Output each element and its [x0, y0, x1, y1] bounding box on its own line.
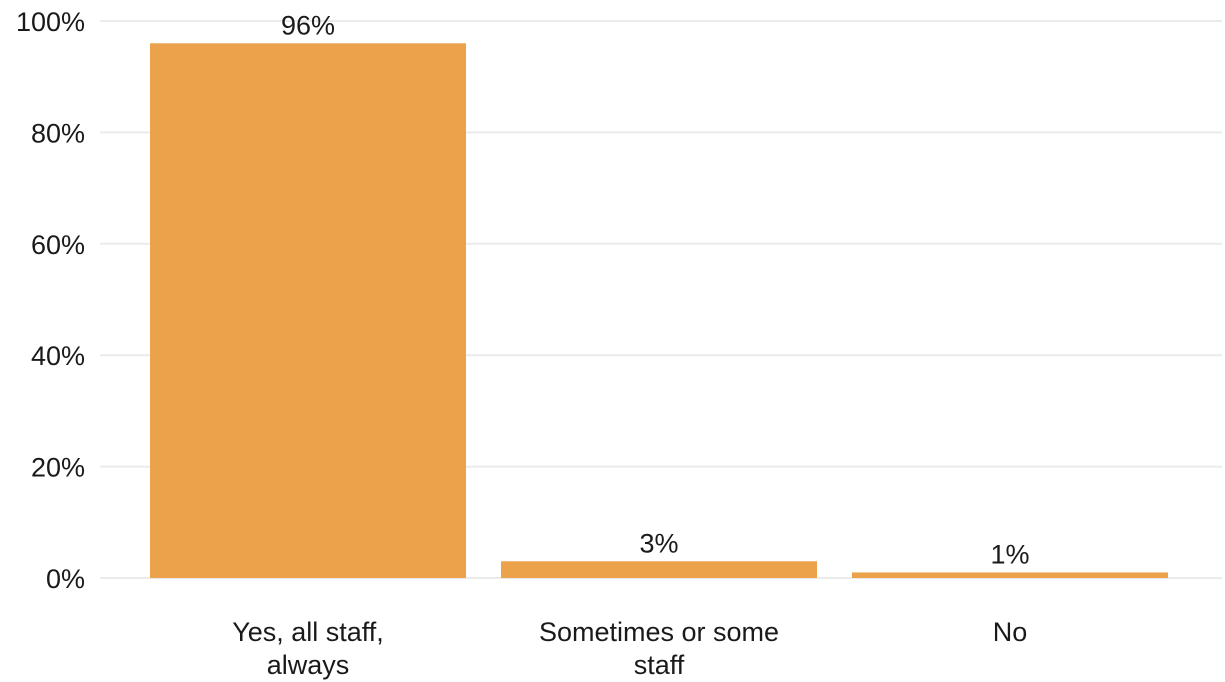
category-label-line: Yes, all staff, [232, 617, 384, 647]
category-label-line: always [267, 650, 350, 680]
y-axis-tick-labels: 0% 20% 40% 60% 80% 100% [16, 7, 85, 594]
y-tick-label-60: 60% [31, 230, 85, 260]
y-tick-label-0: 0% [46, 564, 85, 594]
category-label-2: Sometimes or some staff [539, 617, 779, 680]
y-tick-label-40: 40% [31, 341, 85, 371]
data-label-3: 1% [990, 539, 1029, 569]
category-label-1: Yes, all staff, always [232, 617, 384, 680]
y-tick-label-20: 20% [31, 453, 85, 483]
bar-1 [150, 43, 466, 578]
bar-3 [852, 572, 1168, 578]
data-labels: 96% 3% 1% [281, 10, 1030, 569]
y-tick-label-80: 80% [31, 118, 85, 148]
data-label-1: 96% [281, 10, 335, 40]
bar-2 [501, 561, 817, 578]
data-label-2: 3% [639, 528, 678, 558]
category-label-line: Sometimes or some [539, 617, 779, 647]
category-label-3: No [993, 617, 1028, 647]
y-tick-label-100: 100% [16, 7, 85, 37]
x-axis-category-labels: Yes, all staff, always Sometimes or some st… [232, 617, 1027, 680]
category-label-line: staff [634, 650, 685, 680]
category-label-line: No [993, 617, 1028, 647]
bars [150, 43, 1168, 578]
